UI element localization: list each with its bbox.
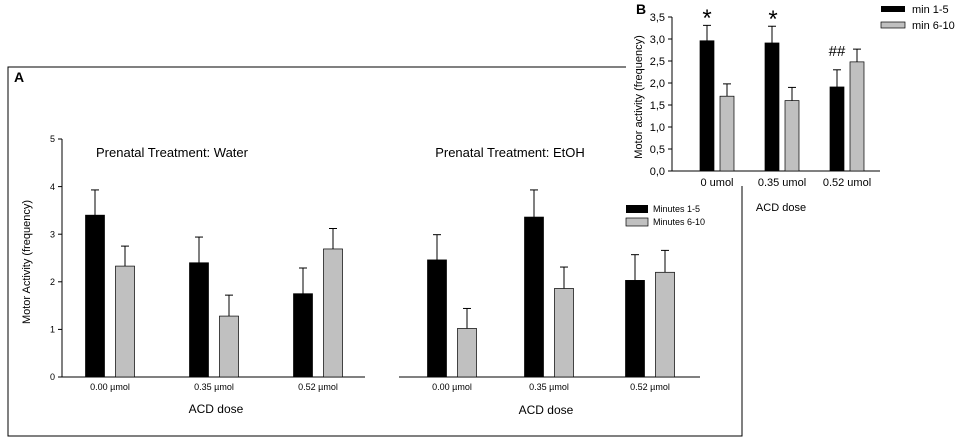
y-tick-label: 0,5 xyxy=(650,144,665,156)
legend-swatch-min-6-10 xyxy=(880,21,906,29)
chart-b-y-ticks: 0,0 0,5 1,0 1,5 2,0 2,5 3,0 3,5 xyxy=(650,12,672,178)
legend-label-min-6-10: min 6-10 xyxy=(912,20,955,32)
panel-b-ylabel: Motor activity (frequency) xyxy=(633,35,645,158)
y-tick-label: 5 xyxy=(50,134,55,144)
panel-b: B Motor activity (frequency) 0,0 0,5 1,0 1,… xyxy=(633,1,955,214)
chart-b-annotation: * xyxy=(768,6,777,33)
panel-b-label: B xyxy=(636,1,646,17)
bar-A-etoh-s0-c1 xyxy=(524,216,544,378)
chart-b-annotation: * xyxy=(702,5,711,32)
chart-b-xlabel: ACD dose xyxy=(756,202,806,214)
chart-etoh-x-tick: 0.35 µmol xyxy=(529,382,569,392)
bar-A-etoh-s0-c0 xyxy=(427,259,447,378)
chart-b-bars xyxy=(699,24,865,172)
legend-label-min-1-5: min 1-5 xyxy=(912,4,949,16)
y-tick-label: 0 xyxy=(50,372,55,382)
bar-A-water-s0-c1 xyxy=(189,262,209,378)
y-tick-label: 2,0 xyxy=(650,78,665,90)
chart-etoh-bars xyxy=(427,189,675,378)
chart-etoh-x-tick: 0.52 µmol xyxy=(630,382,670,392)
chart-water-y-ticks: 0 1 2 3 4 5 xyxy=(50,134,62,382)
chart-etoh: Prenatal Treatment: EtOH 0.00 µmol 0.35 … xyxy=(399,145,700,417)
chart-water-title: Prenatal Treatment: Water xyxy=(96,145,249,160)
y-tick-label: 2,5 xyxy=(650,56,665,68)
bar-A-water-s1-c2 xyxy=(323,248,343,378)
bar-B-s1-c2 xyxy=(849,61,865,172)
legend-label-minutes-1-5: Minutes 1-5 xyxy=(653,204,700,214)
chart-etoh-xlabel: ACD dose xyxy=(519,403,574,417)
y-tick-label: 4 xyxy=(50,182,55,192)
y-tick-label: 0,0 xyxy=(650,166,665,178)
bar-A-etoh-s1-c1 xyxy=(554,288,574,378)
chart-water-xlabel: ACD dose xyxy=(189,402,244,416)
y-tick-label: 1,0 xyxy=(650,122,665,134)
bar-A-etoh-s1-c0 xyxy=(457,328,477,378)
chart-etoh-x-tick: 0.00 µmol xyxy=(432,382,472,392)
bar-A-water-s1-c1 xyxy=(219,315,239,378)
legend-label-minutes-6-10: Minutes 6-10 xyxy=(653,217,705,227)
bar-A-etoh-s0-c2 xyxy=(625,280,645,378)
y-tick-label: 1,5 xyxy=(650,100,665,112)
bar-B-s1-c0 xyxy=(719,95,735,172)
chart-b-x-tick: 0.35 umol xyxy=(758,177,806,189)
bar-B-s0-c2 xyxy=(829,86,845,172)
bar-B-s0-c0 xyxy=(699,40,715,172)
legend-swatch-min-1-5 xyxy=(881,6,905,12)
y-tick-label: 3 xyxy=(50,229,55,239)
bar-A-etoh-s1-c2 xyxy=(655,271,675,378)
legend-swatch-minutes-6-10 xyxy=(625,217,649,227)
panel-a-label: A xyxy=(14,69,24,85)
bar-A-water-s1-c0 xyxy=(115,265,135,378)
y-tick-label: 3,0 xyxy=(650,34,665,46)
panel-a-frame xyxy=(7,66,743,437)
panel-a-legend: Minutes 1-5 Minutes 6-10 xyxy=(625,204,705,227)
chart-water-x-tick: 0.52 µmol xyxy=(298,382,338,392)
y-tick-label: 2 xyxy=(50,277,55,287)
chart-water-x-tick: 0.00 µmol xyxy=(90,382,130,392)
chart-water-x-tick: 0.35 µmol xyxy=(194,382,234,392)
bar-A-water-s0-c2 xyxy=(293,293,313,378)
chart-b-annotation: ## xyxy=(829,43,846,60)
chart-b-x-tick: 0 umol xyxy=(700,177,733,189)
panel-a-ylabel: Motor Activity (frequency) xyxy=(21,200,33,324)
chart-water: Prenatal Treatment: Water 0 1 2 3 4 5 0.00 µm… xyxy=(50,134,365,416)
legend-swatch-minutes-1-5 xyxy=(626,205,648,213)
y-tick-label: 1 xyxy=(50,325,55,335)
bar-B-s1-c1 xyxy=(784,100,800,172)
bar-B-s0-c1 xyxy=(764,42,780,172)
chart-b-x-tick: 0.52 umol xyxy=(823,177,871,189)
chart-etoh-title: Prenatal Treatment: EtOH xyxy=(435,145,585,160)
bar-A-water-s0-c0 xyxy=(85,214,105,378)
y-tick-label: 3,5 xyxy=(650,12,665,24)
chart-water-bars xyxy=(85,189,343,378)
